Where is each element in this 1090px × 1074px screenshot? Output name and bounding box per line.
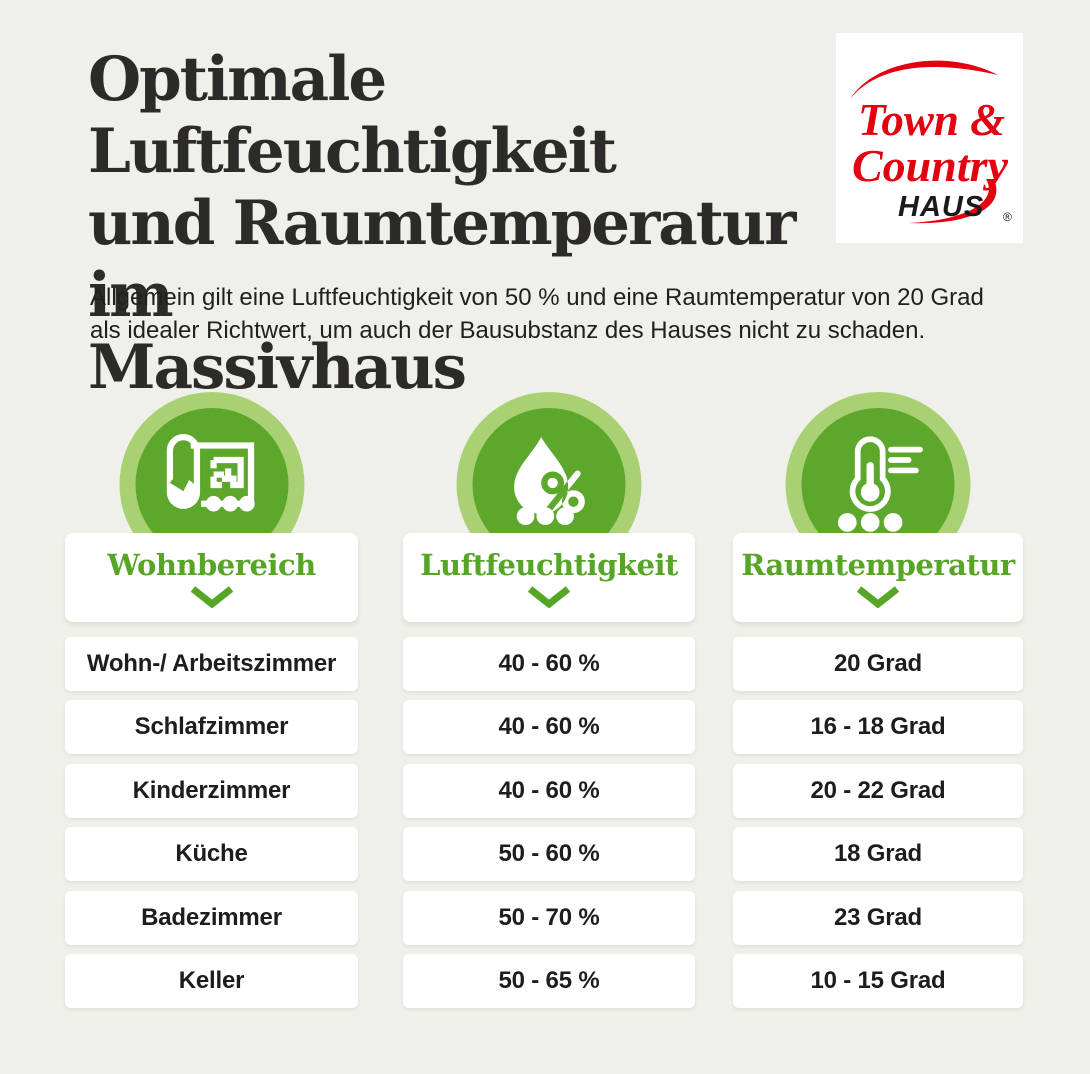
column-luftfeuchtigkeit: Luftfeuchtigkeit 40 - 60 % 40 - 60 % 40 … (403, 392, 695, 1017)
table-cell-humidity: 50 - 70 % (403, 890, 695, 945)
logo-line2: Country (852, 140, 1009, 191)
table-cell-room: Küche (65, 827, 358, 882)
table-cell-humidity: 50 - 65 % (403, 953, 695, 1008)
table-cell-temperature: 16 - 18 Grad (733, 700, 1023, 755)
temperature-column-cells: 20 Grad 16 - 18 Grad 20 - 22 Grad 18 Gra… (733, 637, 1023, 1008)
table-cell-room: Wohn-/ Arbeitszimmer (65, 637, 358, 691)
table-cell-room: Kinderzimmer (65, 763, 358, 818)
column-header-wohnbereich: Wohnbereich (65, 533, 358, 622)
table-cell-room: Badezimmer (65, 890, 358, 945)
chevron-down-icon (856, 586, 900, 608)
chevron-down-icon (527, 586, 571, 608)
humidity-column-cells: 40 - 60 % 40 - 60 % 40 - 60 % 50 - 60 % … (403, 637, 695, 1008)
column-header-raumtemperatur: Raumtemperatur (733, 533, 1023, 622)
table-cell-temperature: 20 - 22 Grad (733, 763, 1023, 818)
thermometer-icon (837, 435, 923, 532)
table-cell-temperature: 18 Grad (733, 827, 1023, 882)
table-cell-humidity: 40 - 60 % (403, 700, 695, 755)
column-header-luftfeuchtigkeit: Luftfeuchtigkeit (403, 533, 695, 622)
table-cell-temperature: 20 Grad (733, 637, 1023, 691)
logo-line1: Town & (858, 95, 1005, 145)
floor-plan-icon (166, 433, 255, 512)
table-cell-temperature: 23 Grad (733, 890, 1023, 945)
table-cell-temperature: 10 - 15 Grad (733, 953, 1023, 1008)
table-cell-humidity: 50 - 60 % (403, 827, 695, 882)
town-country-logo-icon: Town & Country HAUS ® (850, 60, 1012, 224)
room-column-cells: Wohn-/ Arbeitszimmer Schlafzimmer Kinder… (65, 637, 358, 1008)
humidity-drop-icon (513, 436, 585, 525)
chevron-down-icon (190, 586, 233, 608)
table-cell-room: Schlafzimmer (65, 700, 358, 755)
page-title: Optimale Luftfeuchtigkeit und Raumtemper… (88, 44, 796, 403)
table: Wohnbereich Wohn-/ Arbeitszimmer Schlafz… (65, 392, 1025, 1017)
registered-mark: ® (1003, 210, 1012, 224)
column-header-label: Raumtemperatur (741, 548, 1015, 582)
column-header-label: Luftfeuchtigkeit (420, 548, 678, 582)
logo-suffix: HAUS (898, 191, 984, 223)
column-raumtemperatur: Raumtemperatur 20 Grad 16 - 18 Grad 20 -… (733, 392, 1023, 1017)
column-header-label: Wohnbereich (107, 548, 316, 582)
table-cell-humidity: 40 - 60 % (403, 763, 695, 818)
column-wohnbereich: Wohnbereich Wohn-/ Arbeitszimmer Schlafz… (65, 392, 358, 1017)
town-country-logo: Town & Country HAUS ® (836, 33, 1023, 243)
table-cell-room: Keller (65, 953, 358, 1008)
intro-text: Allgemein gilt eine Luftfeuchtigkeit von… (90, 284, 984, 344)
table-cell-humidity: 40 - 60 % (403, 637, 695, 691)
